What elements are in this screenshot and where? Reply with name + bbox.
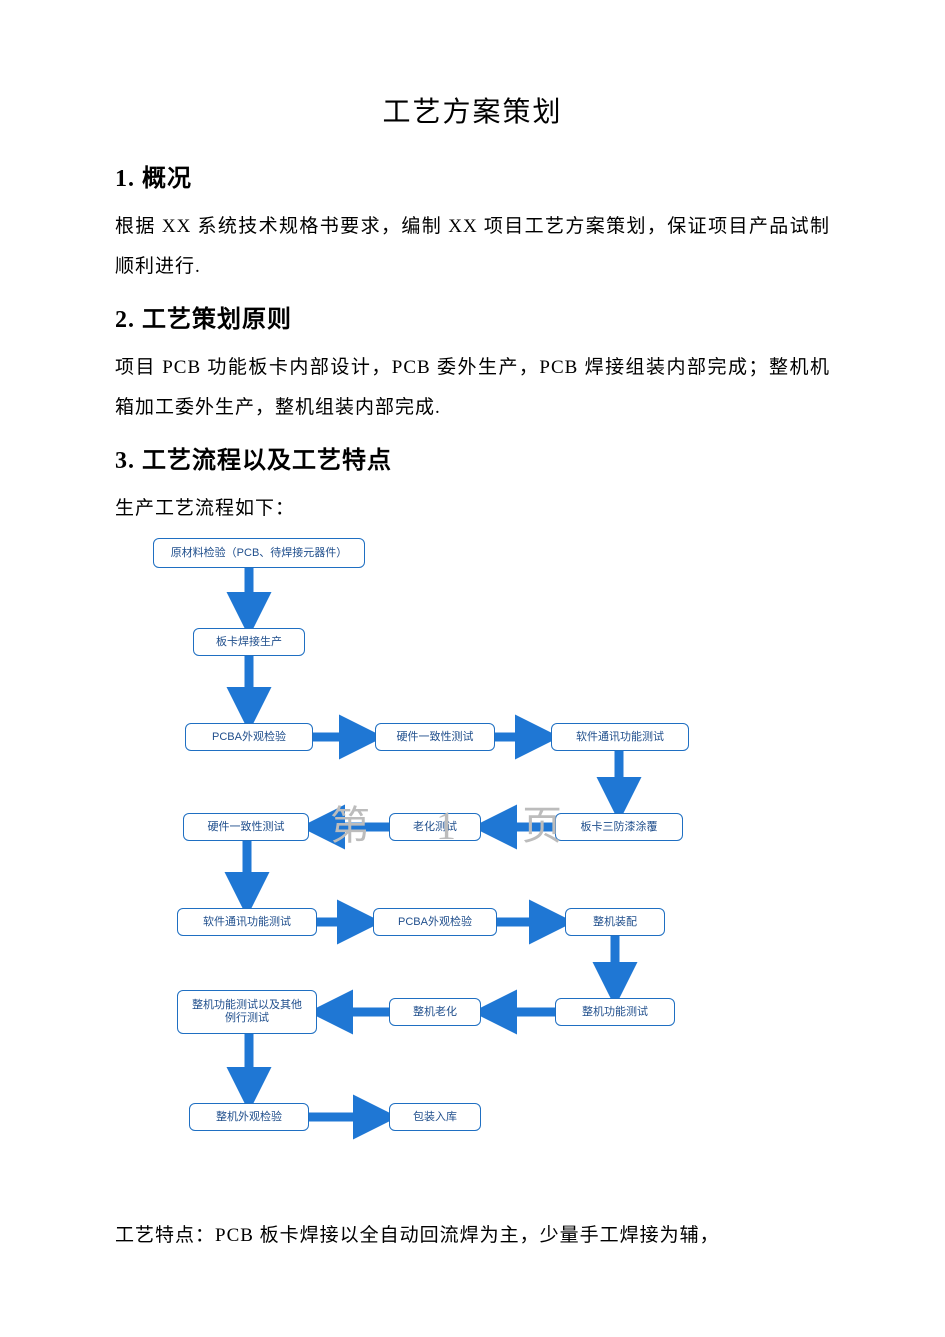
- flow-arrow: [237, 1022, 262, 1115]
- flow-node: 板卡焊接生产: [193, 628, 305, 656]
- flow-node: 整机老化: [389, 998, 481, 1026]
- flow-node: 原材料检验（PCB、待焊接元器件）: [153, 538, 365, 568]
- flow-node: PCBA外观检验: [185, 723, 313, 751]
- section-3-heading: 3. 工艺流程以及工艺特点: [115, 440, 830, 475]
- flow-node: 软件通讯功能测试: [551, 723, 689, 751]
- flow-node: PCBA外观检验: [373, 908, 497, 936]
- flow-node: 板卡三防漆涂覆: [555, 813, 683, 841]
- section-2-heading: 2. 工艺策划原则: [115, 299, 830, 334]
- section-3-tail: 工艺特点：PCB 板卡焊接以全自动回流焊为主，少量手工焊接为辅，: [115, 1216, 830, 1256]
- flow-node: 整机功能测试以及其他例行测试: [177, 990, 317, 1034]
- section-1-heading: 1. 概况: [115, 158, 830, 193]
- flow-node: 整机装配: [565, 908, 665, 936]
- flow-arrow: [237, 644, 262, 735]
- process-flowchart: 原材料检验（PCB、待焊接元器件）板卡焊接生产PCBA外观检验硬件一致性测试软件…: [145, 538, 725, 1198]
- flow-arrow: [469, 1000, 567, 1025]
- flow-arrow: [297, 815, 401, 840]
- flow-node: 老化测试: [389, 813, 481, 841]
- document-page: 工艺方案策划 1. 概况 根据 XX 系统技术规格书要求，编制 XX 项目工艺方…: [0, 0, 945, 1337]
- flow-node: 软件通讯功能测试: [177, 908, 317, 936]
- flow-node: 硬件一致性测试: [375, 723, 495, 751]
- section-1-body: 根据 XX 系统技术规格书要求，编制 XX 项目工艺方案策划，保证项目产品试制顺…: [115, 207, 830, 287]
- flow-arrow: [305, 1000, 401, 1025]
- page-title: 工艺方案策划: [115, 90, 830, 130]
- flow-arrow: [297, 1105, 401, 1130]
- flow-node: 整机功能测试: [555, 998, 675, 1026]
- section-2-body: 项目 PCB 功能板卡内部设计，PCB 委外生产，PCB 焊接组装内部完成；整机…: [115, 348, 830, 428]
- flow-arrow: [235, 829, 260, 920]
- flow-node: 硬件一致性测试: [183, 813, 309, 841]
- flow-arrow: [485, 910, 577, 935]
- flow-node: 包装入库: [389, 1103, 481, 1131]
- flow-arrow: [469, 815, 567, 840]
- flow-node: 整机外观检验: [189, 1103, 309, 1131]
- section-3-intro: 生产工艺流程如下：: [115, 489, 830, 529]
